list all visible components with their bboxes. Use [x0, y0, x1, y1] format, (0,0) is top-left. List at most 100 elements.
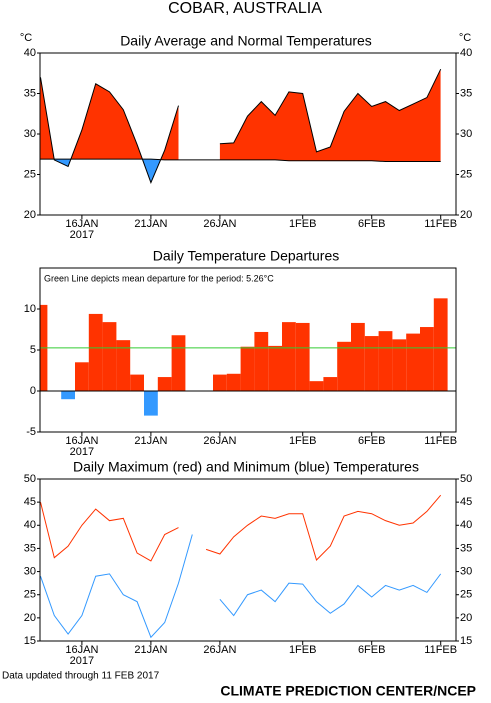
- y-tick-label: 0: [30, 385, 36, 397]
- bar: [433, 298, 448, 391]
- x-tick-label: 6FEB: [358, 435, 386, 447]
- area-above: [219, 69, 441, 162]
- bar: [88, 313, 103, 391]
- chart-title: Daily Maximum (red) and Minimum (blue) T…: [73, 459, 419, 475]
- footer-credit: CLIMATE PREDICTION CENTER/NCEP: [220, 683, 476, 699]
- x-tick-label: 6FEB: [358, 644, 386, 656]
- x-tick-label: 1FEB: [289, 218, 317, 230]
- bar: [75, 362, 89, 391]
- y-tick-label: 35: [460, 87, 472, 99]
- y-tick-label: 25: [24, 168, 36, 180]
- bar: [364, 336, 379, 391]
- annotation: Green Line depicts mean departure for th…: [44, 273, 274, 283]
- y-tick-label: 10: [24, 303, 36, 315]
- y-tick-label: 40: [460, 519, 472, 531]
- normal-line: [40, 158, 441, 163]
- temperature-line: [219, 573, 442, 617]
- x-tick-label: 21JAN: [134, 644, 167, 656]
- x-tick-label: 26JAN: [203, 218, 236, 230]
- y-tick-label: 20: [460, 209, 472, 221]
- x-tick-label: 11FEB: [424, 644, 457, 656]
- x-tick-label: 16JAN: [65, 644, 98, 656]
- y-tick-label: 50: [24, 473, 36, 485]
- x-tick-label: 21JAN: [134, 435, 167, 447]
- y-tick-label: 30: [24, 565, 36, 577]
- bar: [406, 333, 420, 391]
- bar: [254, 331, 269, 391]
- x-tick-label: 6FEB: [358, 218, 386, 230]
- bar: [309, 381, 324, 391]
- bar: [102, 322, 117, 391]
- x-tick-label: 16JAN: [65, 218, 98, 230]
- y-tick-label: 30: [24, 128, 36, 140]
- temperature-line: [40, 502, 179, 562]
- plot-frame: [39, 267, 457, 433]
- y-tick-label: 5: [30, 344, 36, 356]
- y-tick-label: 25: [24, 589, 36, 601]
- year-label: 2017: [70, 229, 94, 241]
- chart-title: Daily Average and Normal Temperatures: [120, 33, 372, 49]
- temperature-line: [40, 534, 193, 639]
- y-tick-label: 40: [460, 47, 472, 59]
- x-tick-label: 1FEB: [289, 644, 317, 656]
- bar: [240, 346, 255, 391]
- plot-area: [40, 494, 442, 639]
- y-tick-label: 35: [24, 542, 36, 554]
- y-tick-label: 25: [460, 589, 472, 601]
- bar: [351, 322, 365, 391]
- y-tick-label: 25: [460, 168, 472, 180]
- x-tick-label: 1FEB: [289, 435, 317, 447]
- average-line: [219, 68, 442, 153]
- y-tick-label: 30: [460, 128, 472, 140]
- x-tick-label: 16JAN: [65, 435, 98, 447]
- average-line: [40, 77, 179, 184]
- bar: [420, 327, 434, 391]
- y-tick-label: 20: [24, 612, 36, 624]
- area-above: [40, 77, 179, 162]
- bar: [337, 341, 351, 391]
- bar: [392, 339, 407, 391]
- y-tick-label: 45: [24, 496, 36, 508]
- x-tick-label: 26JAN: [203, 435, 236, 447]
- y-tick-label: 45: [460, 496, 472, 508]
- plot-frame: [39, 478, 457, 642]
- y-tick-label: 40: [24, 519, 36, 531]
- chart-title: Daily Temperature Departures: [153, 248, 340, 264]
- bar: [378, 331, 393, 391]
- y-unit-label: °C: [20, 32, 32, 44]
- bar: [157, 377, 172, 391]
- x-tick-label: 21JAN: [134, 218, 167, 230]
- x-tick-label: 11FEB: [424, 435, 457, 447]
- year-label: 2017: [70, 655, 94, 667]
- bar: [323, 377, 338, 391]
- departure-area: [40, 77, 179, 162]
- bar: [116, 340, 131, 391]
- y-tick-label: 20: [24, 209, 36, 221]
- y-tick-label: 15: [460, 635, 472, 647]
- y-tick-label: 20: [460, 612, 472, 624]
- bar: [268, 345, 282, 391]
- temperature-line: [205, 494, 442, 561]
- footer-note: Data updated through 11 FEB 2017: [2, 671, 160, 682]
- y-tick-label: 40: [24, 47, 36, 59]
- y-tick-label: 15: [24, 635, 36, 647]
- bar: [295, 322, 310, 391]
- plot-area: [40, 68, 442, 184]
- y-tick-label: 50: [460, 473, 472, 485]
- y-unit-label: °C: [459, 32, 471, 44]
- y-tick-label: -5: [26, 426, 36, 438]
- y-tick-label: 35: [460, 542, 472, 554]
- bar: [213, 374, 227, 391]
- bar: [171, 335, 186, 391]
- y-tick-label: 35: [24, 87, 36, 99]
- x-tick-label: 26JAN: [203, 644, 236, 656]
- bar: [226, 373, 241, 391]
- bar: [144, 391, 158, 416]
- bar: [130, 374, 144, 391]
- y-tick-label: 30: [460, 565, 472, 577]
- bar: [61, 391, 75, 400]
- plot-area: [40, 298, 456, 416]
- x-tick-label: 11FEB: [424, 218, 457, 230]
- page-title: COBAR, AUSTRALIA: [168, 0, 322, 17]
